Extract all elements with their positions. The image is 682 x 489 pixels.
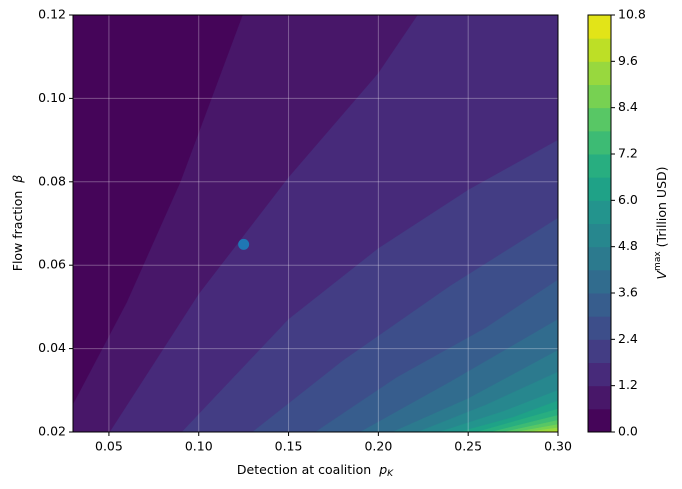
x-label-subscript: K <box>387 469 394 479</box>
plot-area <box>73 15 558 432</box>
colorbar-band <box>588 84 611 109</box>
y-tick-label: 0.12 <box>38 7 66 22</box>
colorbar-tick-label: 0.0 <box>618 424 638 439</box>
colorbar-band <box>588 61 611 85</box>
colorbar-tick-label: 9.6 <box>618 53 638 68</box>
x-tick-label: 0.25 <box>454 439 482 454</box>
colorbar-band <box>588 293 611 317</box>
colorbar-label: Vmax (Trillion USD) <box>653 166 669 279</box>
colorbar-band <box>588 38 611 62</box>
colorbar-band <box>588 200 611 224</box>
plot-frame <box>72 14 559 433</box>
contour-band <box>527 427 558 432</box>
colorbar-tick-label: 8.4 <box>618 99 638 114</box>
colorbar-band <box>588 15 611 39</box>
colorbar-band <box>588 408 611 433</box>
colorbar-tick-label: 2.4 <box>618 331 638 346</box>
x-label-symbol: p <box>378 462 387 477</box>
marker-point <box>238 238 250 250</box>
colorbar-band <box>588 385 611 410</box>
colorbar-tick-label: 1.2 <box>618 377 638 392</box>
cb-label-superscript: max <box>653 251 663 271</box>
colorbar-band <box>588 154 611 178</box>
colorbar-band <box>588 316 611 340</box>
x-tick-label: 0.05 <box>95 439 123 454</box>
y-tick-label: 0.08 <box>38 173 66 188</box>
x-axis-label: Detection at coalition pK <box>237 462 394 479</box>
y-label-text: Flow fraction <box>10 191 25 272</box>
x-tick-label: 0.15 <box>275 439 303 454</box>
colorbar-tick-label: 7.2 <box>618 146 638 161</box>
x-tick-label: 0.30 <box>544 439 572 454</box>
y-tick-label: 0.04 <box>38 340 66 355</box>
colorbar-band <box>588 177 611 201</box>
x-tick-label: 0.20 <box>364 439 392 454</box>
x-tick-label: 0.10 <box>185 439 213 454</box>
colorbar-tick-label: 4.8 <box>618 238 638 253</box>
colorbar-band <box>588 223 611 248</box>
y-axis-label: Flow fraction β <box>10 175 25 272</box>
colorbar-tick-label: 10.8 <box>618 7 646 22</box>
colorbar-frame <box>587 14 612 433</box>
colorbar-band <box>588 246 611 271</box>
x-label-text: Detection at coalition <box>237 462 371 477</box>
cb-label-symbol: V <box>654 270 669 280</box>
colorbar-band <box>588 362 611 387</box>
colorbar-tick-label: 3.6 <box>618 285 638 300</box>
colorbar-band <box>588 107 611 132</box>
colorbar-band <box>588 339 611 363</box>
colorbar-band <box>588 269 611 294</box>
y-tick-label: 0.10 <box>38 90 66 105</box>
y-label-symbol: β <box>10 175 25 184</box>
y-tick-label: 0.02 <box>38 424 66 439</box>
y-tick-label: 0.06 <box>38 257 66 272</box>
colorbar-band <box>588 130 611 155</box>
colorbar-tick-label: 6.0 <box>618 192 638 207</box>
cb-label-text: (Trillion USD) <box>654 166 669 247</box>
